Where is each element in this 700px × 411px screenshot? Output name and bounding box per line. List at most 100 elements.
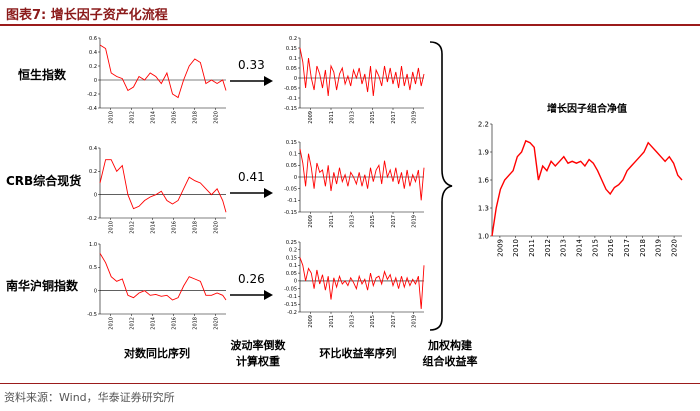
x-tick-label: 2018 <box>639 239 647 257</box>
figure-title: 图表7: 增长因子资产化流程 <box>6 8 168 23</box>
x-tick-label: 2018 <box>192 111 198 124</box>
y-tick-label: -0.1 <box>287 294 297 300</box>
x-tick-label: 2015 <box>370 315 376 328</box>
y-tick-label: 0.2 <box>89 64 97 70</box>
y-tick-label: 0.05 <box>286 271 297 277</box>
series-line <box>99 159 227 213</box>
x-tick-label: 2017 <box>391 215 397 228</box>
x-tick-label: 2014 <box>150 221 156 234</box>
x-tick-label: 2012 <box>129 221 135 234</box>
y-tick-label: 1.0 <box>89 242 97 248</box>
x-tick-label: 2014 <box>576 238 584 256</box>
arrow-right-icon <box>230 76 273 86</box>
x-tick-label: 2020 <box>213 317 219 330</box>
yoy-chart-copper: 1.0 0.5 0 -0.5 2010 2012 2014 2016 2018 2020 <box>87 242 227 330</box>
y-tick-label: -0.15 <box>284 210 297 216</box>
x-tick-label: 2015 <box>591 239 599 257</box>
y-tick-label: 0.05 <box>286 66 297 72</box>
x-tick-label: 2009 <box>496 239 504 257</box>
source-note: 资料来源：Wind，华泰证券研究所 <box>4 391 175 404</box>
mom-chart-copper: 0.25 0.20.15 0.1 0.05 0-0.05 -0.1 -0.15 -0.2 200… <box>284 240 425 328</box>
x-tick-label: 2011 <box>329 111 335 124</box>
y-tick-label: -0.2 <box>287 310 297 316</box>
y-tick-label: 0.15 <box>286 46 297 52</box>
step-label-weight: 波动率倒数 计算权重 <box>230 339 286 368</box>
x-tick-label: 2017 <box>391 315 397 328</box>
y-tick-label: 0.25 <box>286 240 297 246</box>
x-tick-label: 2019 <box>411 111 417 124</box>
figure-header: 图表7: 增长因子资产化流程 <box>0 0 700 26</box>
row-label-hsi: 恒生指数 <box>18 68 67 82</box>
x-tick-label: 2016 <box>171 221 177 234</box>
x-tick-label: 2011 <box>329 315 335 328</box>
series-line <box>99 253 227 301</box>
y-tick-label: -0.2 <box>87 216 97 222</box>
brace-icon <box>429 41 453 331</box>
step-label-mom: 环比收益率序列 <box>319 347 397 360</box>
y-tick-label: 0 <box>294 76 297 82</box>
x-tick-label: 2010 <box>108 221 114 234</box>
x-tick-label: 2020 <box>213 111 219 124</box>
row-label-crb: CRB综合现货 <box>6 174 82 188</box>
series-line <box>99 44 227 99</box>
x-tick-label: 2020 <box>213 221 219 234</box>
y-tick-label: -0.05 <box>284 186 297 192</box>
row-label-copper: 南华沪铜指数 <box>6 279 79 293</box>
y-tick-label: 0.1 <box>289 263 297 269</box>
x-tick-label: 2014 <box>150 317 156 330</box>
y-tick-label: 0.2 <box>289 36 297 42</box>
x-tick-label: 2011 <box>329 215 335 228</box>
y-tick-label: 0.05 <box>286 163 297 169</box>
arrow-right-icon <box>230 290 273 300</box>
y-tick-label: -0.05 <box>284 86 297 92</box>
y-tick-label: 0.1 <box>289 151 297 157</box>
step-label-yoy: 对数同比序列 <box>124 347 190 360</box>
x-tick-label: 2009 <box>308 111 314 124</box>
x-tick-label: 2015 <box>370 111 376 124</box>
weight-hsi: 0.33 <box>238 58 265 72</box>
y-tick-label: 1.0 <box>478 232 489 240</box>
x-tick-label: 2010 <box>512 239 520 257</box>
mom-chart-hsi: 0.2 0.15 0.1 0.05 0 -0.05 -0.1 -0.15 2009 2011 201… <box>284 36 425 124</box>
y-tick-label: -0.15 <box>284 106 297 112</box>
series-line <box>299 257 425 309</box>
footer-rule <box>0 383 700 384</box>
x-tick-label: 2012 <box>129 111 135 124</box>
x-tick-label: 2016 <box>171 317 177 330</box>
y-tick-label: 0 <box>294 175 297 181</box>
yoy-chart-crb: 0.4 0.2 0 -0.2 2010 2012 2014 2016 2018 2020 <box>87 146 227 234</box>
x-tick-label: 2016 <box>171 111 177 124</box>
y-tick-label: -0.05 <box>284 286 297 292</box>
x-tick-label: 2017 <box>623 239 631 257</box>
x-tick-label: 2013 <box>349 315 355 328</box>
y-tick-label: 0.6 <box>89 36 97 42</box>
net-value-chart: 增长因子组合净值 2.2 1.9 1.6 1.3 1.0 2009 2010 2011 2012 2… <box>478 102 683 257</box>
y-tick-label: 0.1 <box>289 56 297 62</box>
y-tick-label: 1.6 <box>478 176 490 184</box>
y-tick-label: -0.4 <box>87 106 97 112</box>
y-tick-label: -0.5 <box>87 312 97 318</box>
step-label-portfolio: 加权构建 组合收益率 <box>422 339 478 368</box>
y-tick-label: 2.2 <box>478 120 489 128</box>
chart-title: 增长因子组合净值 <box>547 102 627 115</box>
y-tick-label: 0.15 <box>286 140 297 146</box>
x-tick-label: 2009 <box>308 315 314 328</box>
y-tick-label: 0.4 <box>89 146 97 152</box>
y-tick-label: 0 <box>94 192 97 198</box>
x-tick-label: 2013 <box>560 239 568 257</box>
y-tick-label: 0 <box>294 279 297 285</box>
y-tick-label: 0.15 <box>286 255 297 261</box>
x-tick-label: 2013 <box>349 215 355 228</box>
x-tick-label: 2012 <box>129 317 135 330</box>
x-tick-label: 2012 <box>544 239 552 257</box>
x-tick-label: 2017 <box>391 111 397 124</box>
weight-copper: 0.26 <box>238 272 265 286</box>
arrow-right-icon <box>230 188 273 198</box>
weight-crb: 0.41 <box>238 170 265 184</box>
x-tick-label: 2018 <box>192 221 198 234</box>
x-tick-label: 2019 <box>411 215 417 228</box>
x-tick-label: 2010 <box>108 317 114 330</box>
y-tick-label: 0.2 <box>89 169 97 175</box>
y-tick-label: 1.9 <box>478 148 489 156</box>
mom-chart-crb: 0.15 0.1 0.05 0 -0.05 -0.1 -0.15 2009 2011 2013 20… <box>284 140 425 228</box>
